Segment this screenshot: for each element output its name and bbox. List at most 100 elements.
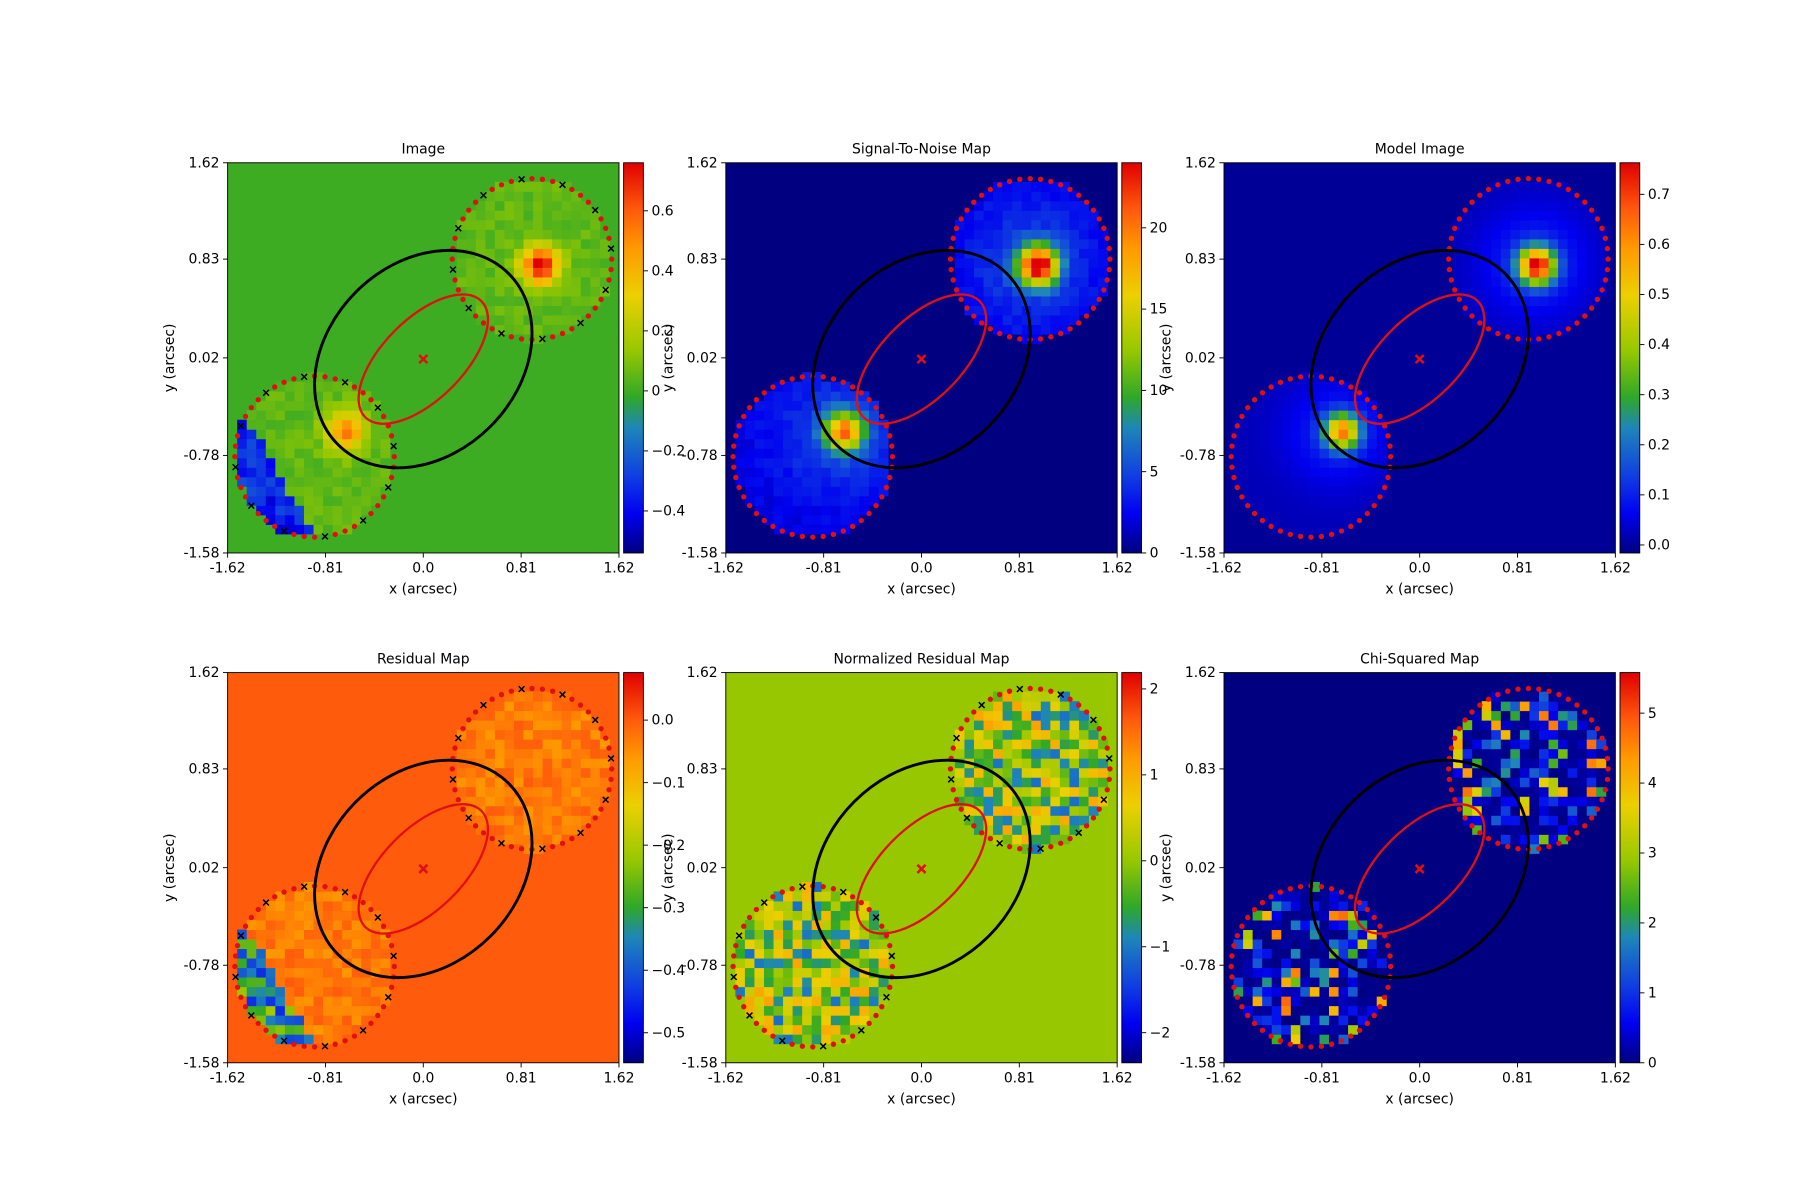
image-pixel <box>1290 996 1301 1007</box>
image-pixel <box>763 939 774 950</box>
image-pixel <box>1309 372 1320 383</box>
image-pixel <box>284 1015 295 1026</box>
x-tick-label: 0.0 <box>910 1071 932 1087</box>
border-cross <box>359 517 367 524</box>
image-pixel <box>275 920 286 931</box>
image-pixel <box>1367 929 1378 940</box>
image-pixel <box>1271 1034 1282 1045</box>
image-pixel <box>246 410 257 421</box>
image-pixel <box>1577 276 1588 287</box>
border-dot <box>1328 531 1335 538</box>
border-dot <box>840 528 846 534</box>
image-pixel <box>1281 891 1292 902</box>
image-pixel <box>1281 495 1292 506</box>
image-pixel <box>542 701 553 712</box>
border-dot <box>879 494 885 500</box>
image-pixel <box>744 476 755 487</box>
y-tick-label: -0.78 <box>183 448 219 464</box>
image-pixel <box>580 720 591 731</box>
image-pixel <box>475 200 486 211</box>
image-pixel <box>1348 457 1359 468</box>
image-pixel <box>811 457 822 468</box>
image-pixel <box>1453 286 1464 297</box>
border-dot <box>1259 390 1266 396</box>
image-pixel <box>456 767 467 778</box>
image-pixel <box>811 958 822 969</box>
image-pixel <box>878 967 889 978</box>
image-pixel <box>1338 438 1349 449</box>
image-pixel <box>1472 315 1483 326</box>
image-pixel <box>1290 910 1301 921</box>
image-pixel <box>830 514 841 525</box>
image-pixel <box>1338 505 1349 516</box>
image-pixel <box>332 524 343 535</box>
image-pixel <box>754 410 765 421</box>
image-pixel <box>1271 410 1282 421</box>
image-pixel <box>580 296 591 306</box>
image-pixel <box>1491 200 1502 211</box>
y-tick-label: 0.83 <box>687 252 718 268</box>
y-tick-label: -1.58 <box>1180 546 1216 562</box>
image-pixel <box>342 1015 353 1026</box>
image-pixel <box>1510 777 1521 788</box>
image-pixel <box>246 476 257 487</box>
image-pixel <box>1098 257 1109 268</box>
border-dot <box>360 390 366 396</box>
border-dot <box>368 906 374 913</box>
image-pixel <box>1021 720 1032 731</box>
border-dot <box>1106 776 1112 783</box>
border-dot <box>873 502 879 509</box>
border-dot <box>1251 510 1258 517</box>
image-pixel <box>1252 920 1263 931</box>
image-pixel <box>504 200 515 211</box>
image-pixel <box>1271 929 1282 940</box>
image-pixel <box>1002 815 1013 826</box>
border-cross <box>518 685 526 693</box>
image-pixel <box>571 305 582 316</box>
border-dot <box>1348 523 1354 530</box>
image-pixel <box>1500 805 1511 816</box>
image-pixel <box>361 929 372 940</box>
border-cross <box>819 1042 827 1050</box>
image-pixel <box>523 758 534 769</box>
image-pixel <box>1481 200 1492 211</box>
image-pixel <box>1262 505 1273 516</box>
border-dot <box>1594 806 1601 812</box>
image-pixel <box>380 476 391 487</box>
image-pixel <box>342 967 353 978</box>
image-pixel <box>783 429 794 440</box>
image-pixel <box>1338 948 1349 959</box>
image-pixel <box>1567 824 1578 835</box>
image-pixel <box>294 514 305 525</box>
image-pixel <box>1567 191 1578 202</box>
image-pixel <box>342 429 353 440</box>
border-cross <box>778 1037 786 1045</box>
border-dot <box>1251 397 1258 403</box>
image-pixel <box>840 505 851 516</box>
image-pixel <box>494 748 505 759</box>
image-pixel <box>821 476 832 487</box>
image-pixel <box>1328 476 1340 487</box>
image-pixel <box>1548 710 1559 721</box>
image-pixel <box>1300 948 1311 959</box>
image-pixel <box>590 248 601 259</box>
border-dot <box>799 374 806 380</box>
image-pixel <box>580 257 591 268</box>
image-pixel <box>504 191 515 202</box>
image-pixel <box>313 986 324 997</box>
image-pixel <box>1510 181 1521 192</box>
image-pixel <box>303 419 314 430</box>
image-pixel <box>370 1005 381 1016</box>
image-pixel <box>313 910 324 921</box>
image-pixel <box>1290 391 1301 402</box>
image-pixel <box>523 191 534 202</box>
border-dot <box>1251 906 1258 913</box>
y-tick-label: -1.58 <box>183 1055 219 1071</box>
image-pixel <box>323 495 334 506</box>
image-pixel <box>1281 438 1292 449</box>
image-pixel <box>580 786 591 797</box>
image-pixel <box>561 786 572 797</box>
image-pixel <box>571 248 582 259</box>
image-pixel <box>1281 524 1292 535</box>
image-pixel <box>485 805 496 816</box>
